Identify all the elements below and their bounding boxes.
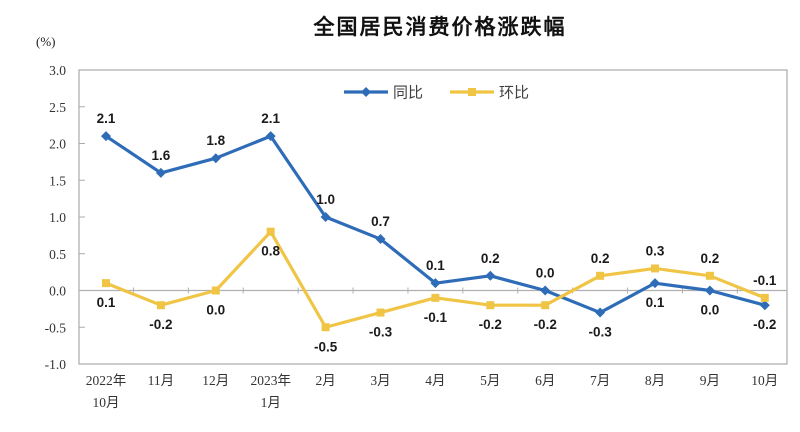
- data-point-label: 0.0: [206, 303, 225, 318]
- x-axis-label: 2023年: [250, 373, 291, 388]
- data-point-label: -0.3: [369, 325, 393, 340]
- data-point-marker: [596, 271, 605, 280]
- data-point-label: 0.3: [646, 243, 665, 258]
- data-point-marker: [595, 307, 606, 318]
- data-point-marker: [265, 131, 276, 142]
- data-point-marker: [651, 264, 659, 273]
- x-axis-label: 10月: [751, 373, 778, 388]
- data-point-marker: [376, 308, 385, 317]
- data-point-marker: [431, 293, 440, 302]
- x-axis-label: 9月: [700, 373, 720, 388]
- data-point-marker: [759, 300, 770, 311]
- x-axis-label: 12月: [202, 373, 229, 388]
- y-axis-tick-label: 2.5: [49, 100, 66, 115]
- data-point-label: -0.2: [149, 317, 172, 332]
- data-point-label: 0.0: [536, 266, 555, 281]
- data-point-label: -0.2: [479, 317, 502, 332]
- x-axis-label: 11月: [148, 373, 175, 388]
- x-axis-label: 10月: [93, 395, 120, 410]
- y-axis-tick-label: 0.0: [49, 284, 66, 299]
- data-point-label: 0.1: [426, 258, 445, 273]
- data-point-label: 1.8: [206, 133, 225, 148]
- data-point-marker: [156, 301, 165, 310]
- data-point-marker: [760, 293, 769, 302]
- data-point-label: 1.0: [316, 192, 335, 207]
- data-point-marker: [705, 271, 714, 280]
- y-axis-tick-label: 1.5: [49, 173, 66, 188]
- data-point-label: -0.1: [424, 310, 448, 325]
- y-axis-unit-label: (%): [36, 34, 56, 49]
- data-point-label: 0.2: [591, 251, 610, 266]
- y-axis-tick-label: 2.0: [49, 137, 66, 152]
- data-point-marker: [266, 227, 275, 236]
- data-point-marker: [540, 285, 551, 296]
- legend-label-1: 环比: [499, 85, 529, 102]
- data-point-marker: [375, 234, 386, 245]
- data-point-marker: [650, 278, 660, 289]
- data-point-marker: [485, 270, 496, 281]
- data-point-label: 0.1: [646, 295, 665, 310]
- legend-label-0: 同比: [393, 85, 423, 102]
- data-point-label: 1.6: [152, 148, 171, 163]
- y-axis-tick-label: 3.0: [49, 63, 66, 78]
- x-axis-label: 1月: [261, 395, 281, 410]
- x-axis-label: 6月: [535, 373, 555, 388]
- data-point-marker: [211, 286, 220, 295]
- y-axis-tick-label: 1.0: [49, 210, 66, 225]
- data-point-label: -0.1: [753, 273, 777, 288]
- x-axis-label: 5月: [480, 373, 500, 388]
- data-point-label: -0.2: [534, 317, 557, 332]
- data-point-label: 0.7: [371, 214, 390, 229]
- y-axis-tick-label: 0.5: [49, 247, 66, 262]
- data-point-marker: [320, 212, 331, 222]
- data-point-marker: [321, 323, 330, 332]
- x-axis-label: 2022年: [86, 373, 127, 388]
- x-axis-label: 4月: [425, 373, 445, 388]
- data-point-label: 2.1: [97, 111, 116, 126]
- data-point-marker: [155, 167, 166, 178]
- chart-title: 全国居民消费价格涨跌幅: [313, 16, 567, 39]
- data-point-marker: [210, 153, 221, 164]
- legend-marker-0: [361, 87, 371, 97]
- data-point-marker: [430, 278, 441, 289]
- data-point-marker: [704, 285, 715, 296]
- x-axis-label: 3月: [370, 373, 390, 388]
- data-point-label: 0.2: [481, 251, 500, 266]
- data-point-marker: [486, 301, 495, 310]
- data-point-label: 0.2: [701, 251, 720, 266]
- x-axis-label: 8月: [645, 373, 665, 388]
- data-point-label: 0.0: [701, 303, 720, 318]
- data-point-label: 2.1: [261, 111, 280, 126]
- data-point-label: -0.2: [753, 317, 776, 332]
- x-axis-label: 2月: [315, 373, 335, 388]
- data-point-label: -0.3: [588, 325, 612, 340]
- data-point-marker: [541, 301, 550, 310]
- x-axis-label: 7月: [590, 373, 610, 388]
- data-point-label: 0.8: [261, 244, 280, 259]
- data-point-label: 0.1: [97, 295, 116, 310]
- legend-marker-1: [468, 88, 476, 96]
- data-point-marker: [102, 279, 110, 288]
- data-point-marker: [101, 131, 111, 142]
- y-axis-tick-label: -1.0: [45, 357, 67, 372]
- data-point-label: -0.5: [314, 339, 338, 354]
- y-axis-tick-label: -0.5: [45, 320, 67, 335]
